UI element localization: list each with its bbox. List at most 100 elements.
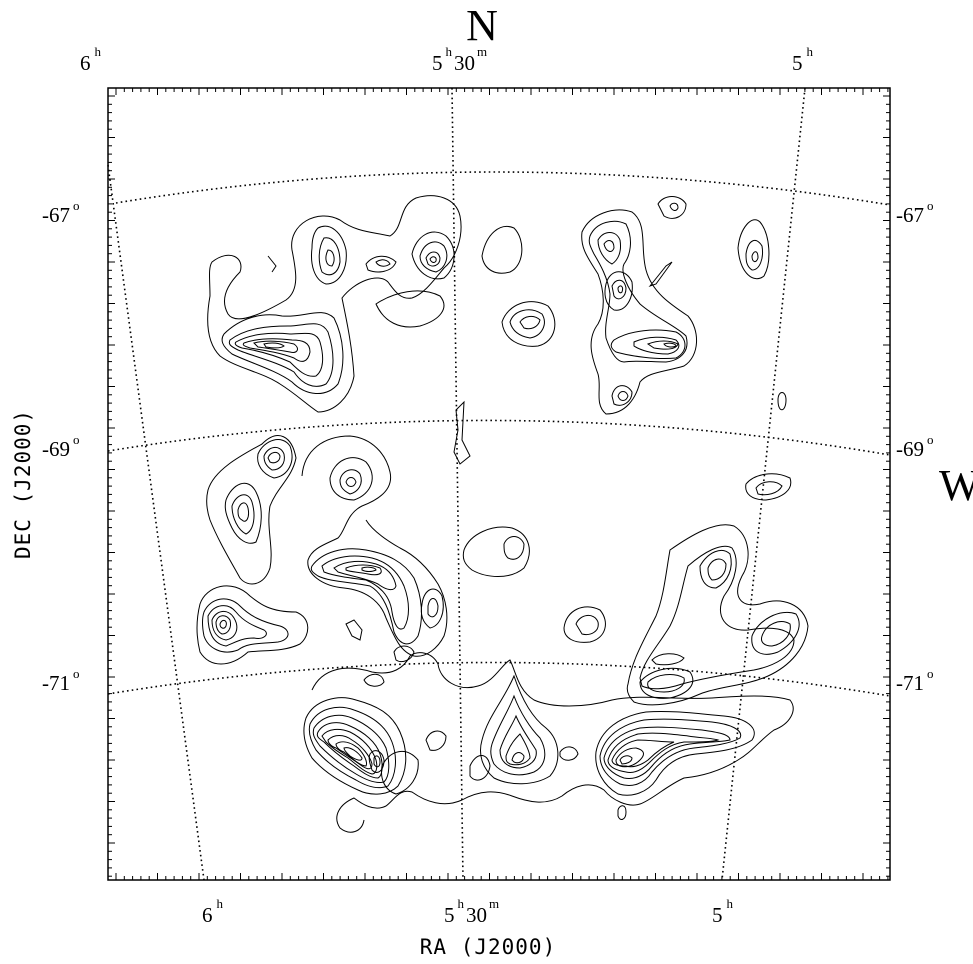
contour-b-7 xyxy=(327,735,373,770)
contour-ul-outer xyxy=(207,195,462,413)
contour-ul-2 xyxy=(221,312,344,394)
dec-grid-line-71 xyxy=(107,661,891,697)
contour-b-outer xyxy=(311,652,794,833)
contour-r-8 xyxy=(647,674,685,693)
contour-b-3 xyxy=(308,706,396,789)
contour-b-10 xyxy=(368,750,385,773)
contour-ur-14 xyxy=(657,196,687,219)
contour-b-14 xyxy=(499,714,537,769)
dec-grid-line-67 xyxy=(115,171,891,206)
contour-ur-9 xyxy=(633,336,680,355)
contour-ur-15 xyxy=(669,202,679,211)
contour-r-9 xyxy=(651,653,685,666)
contour-ul-peak xyxy=(263,342,285,349)
contour-b-23 xyxy=(619,755,633,765)
plot-frame xyxy=(107,87,891,881)
contour-r-3 xyxy=(699,550,732,589)
contour-ul-c1 xyxy=(411,231,455,280)
contour-r-4 xyxy=(707,558,727,581)
contour-mid-5 xyxy=(345,564,382,576)
contour-b-6 xyxy=(321,728,378,775)
contour-mid-f1 xyxy=(563,606,606,643)
contour-ul-b1 xyxy=(311,225,347,285)
contour-ul-5 xyxy=(242,338,311,362)
contour-r-10 xyxy=(745,473,792,501)
contour-b-22 xyxy=(615,747,644,768)
contour-mid-d1 xyxy=(393,645,415,663)
contour-b-26 xyxy=(617,805,627,820)
contour-mid-outer xyxy=(301,435,448,657)
ra-grid-line-5h xyxy=(721,87,806,881)
right-dec-label-69: -69 o xyxy=(896,432,934,461)
coordinate-grid xyxy=(107,87,891,881)
contour-mid-b2 xyxy=(339,469,362,495)
contour-b-4 xyxy=(312,714,390,783)
compass-north: N xyxy=(466,1,498,50)
contour-ur-21 xyxy=(519,315,541,330)
contour-ur-8 xyxy=(610,329,686,359)
contour-ml-3 xyxy=(231,494,255,535)
contour-b-28 xyxy=(363,673,385,687)
contour-b-2 xyxy=(303,697,407,795)
contour-ml-10 xyxy=(207,605,267,647)
left-dec-label-69: -69 o xyxy=(42,432,80,461)
contour-r-5 xyxy=(751,612,800,655)
contour-lines xyxy=(196,195,809,833)
contour-ur-spur xyxy=(648,261,673,288)
contour-mid-c2 xyxy=(427,598,439,618)
contour-ur-12 xyxy=(611,385,633,406)
contour-b-11 xyxy=(373,755,381,768)
contour-b-16 xyxy=(511,752,525,764)
contour-ur-3 xyxy=(597,232,621,265)
compass-west: W xyxy=(939,461,973,510)
contour-b-12 xyxy=(480,674,559,785)
contour-ur-19 xyxy=(501,301,556,347)
contour-ml-outer xyxy=(206,435,297,585)
contour-ml-6 xyxy=(263,447,285,471)
bottom-ra-label-5h30m: 5 h30 m xyxy=(444,896,499,927)
ra-grid-line-6h xyxy=(107,164,205,881)
left-dec-labels: -67 o -69 o -71 o xyxy=(42,198,80,695)
contour-ul-e2 xyxy=(375,290,445,328)
contour-mid-e1 xyxy=(462,526,530,577)
contour-ml-8 xyxy=(196,585,309,665)
left-dec-label-71: -71 o xyxy=(42,666,80,695)
contour-mid-e2 xyxy=(503,536,525,560)
contour-ml-11 xyxy=(211,611,238,641)
contour-ur-20 xyxy=(509,309,545,339)
contour-ul-3 xyxy=(228,323,334,387)
contour-ml-7 xyxy=(267,451,281,464)
contour-ml-peak xyxy=(219,619,227,629)
contour-ur-4 xyxy=(603,240,615,252)
contour-ur-7 xyxy=(617,285,623,294)
contour-ur-6 xyxy=(611,279,627,300)
contour-ul-6 xyxy=(253,340,298,353)
contour-ml-2 xyxy=(224,482,262,544)
contour-ur-10 xyxy=(646,340,679,350)
contour-b-18 xyxy=(599,718,742,786)
contour-mid-4 xyxy=(333,560,397,591)
contour-mid-g1 xyxy=(345,619,363,641)
contour-b-25 xyxy=(559,746,579,761)
contour-b-21 xyxy=(611,739,675,768)
right-dec-label-67: -67 o xyxy=(896,198,934,227)
contour-b-27 xyxy=(381,751,419,795)
contour-ul-b2 xyxy=(318,237,341,276)
contour-b-5 xyxy=(316,722,383,779)
top-ra-label-5h30m: 5 h30 m xyxy=(432,44,487,75)
contour-r-6 xyxy=(761,621,791,647)
contour-mid-b3 xyxy=(345,477,357,487)
contour-mid-2 xyxy=(310,548,422,645)
contour-b-8 xyxy=(335,741,367,767)
contour-ur-13 xyxy=(617,391,629,401)
contour-ul-e1 xyxy=(481,226,523,274)
contour-ur-17 xyxy=(745,239,763,271)
contour-ur-small xyxy=(777,392,787,411)
contour-ul-c4 xyxy=(429,256,437,263)
